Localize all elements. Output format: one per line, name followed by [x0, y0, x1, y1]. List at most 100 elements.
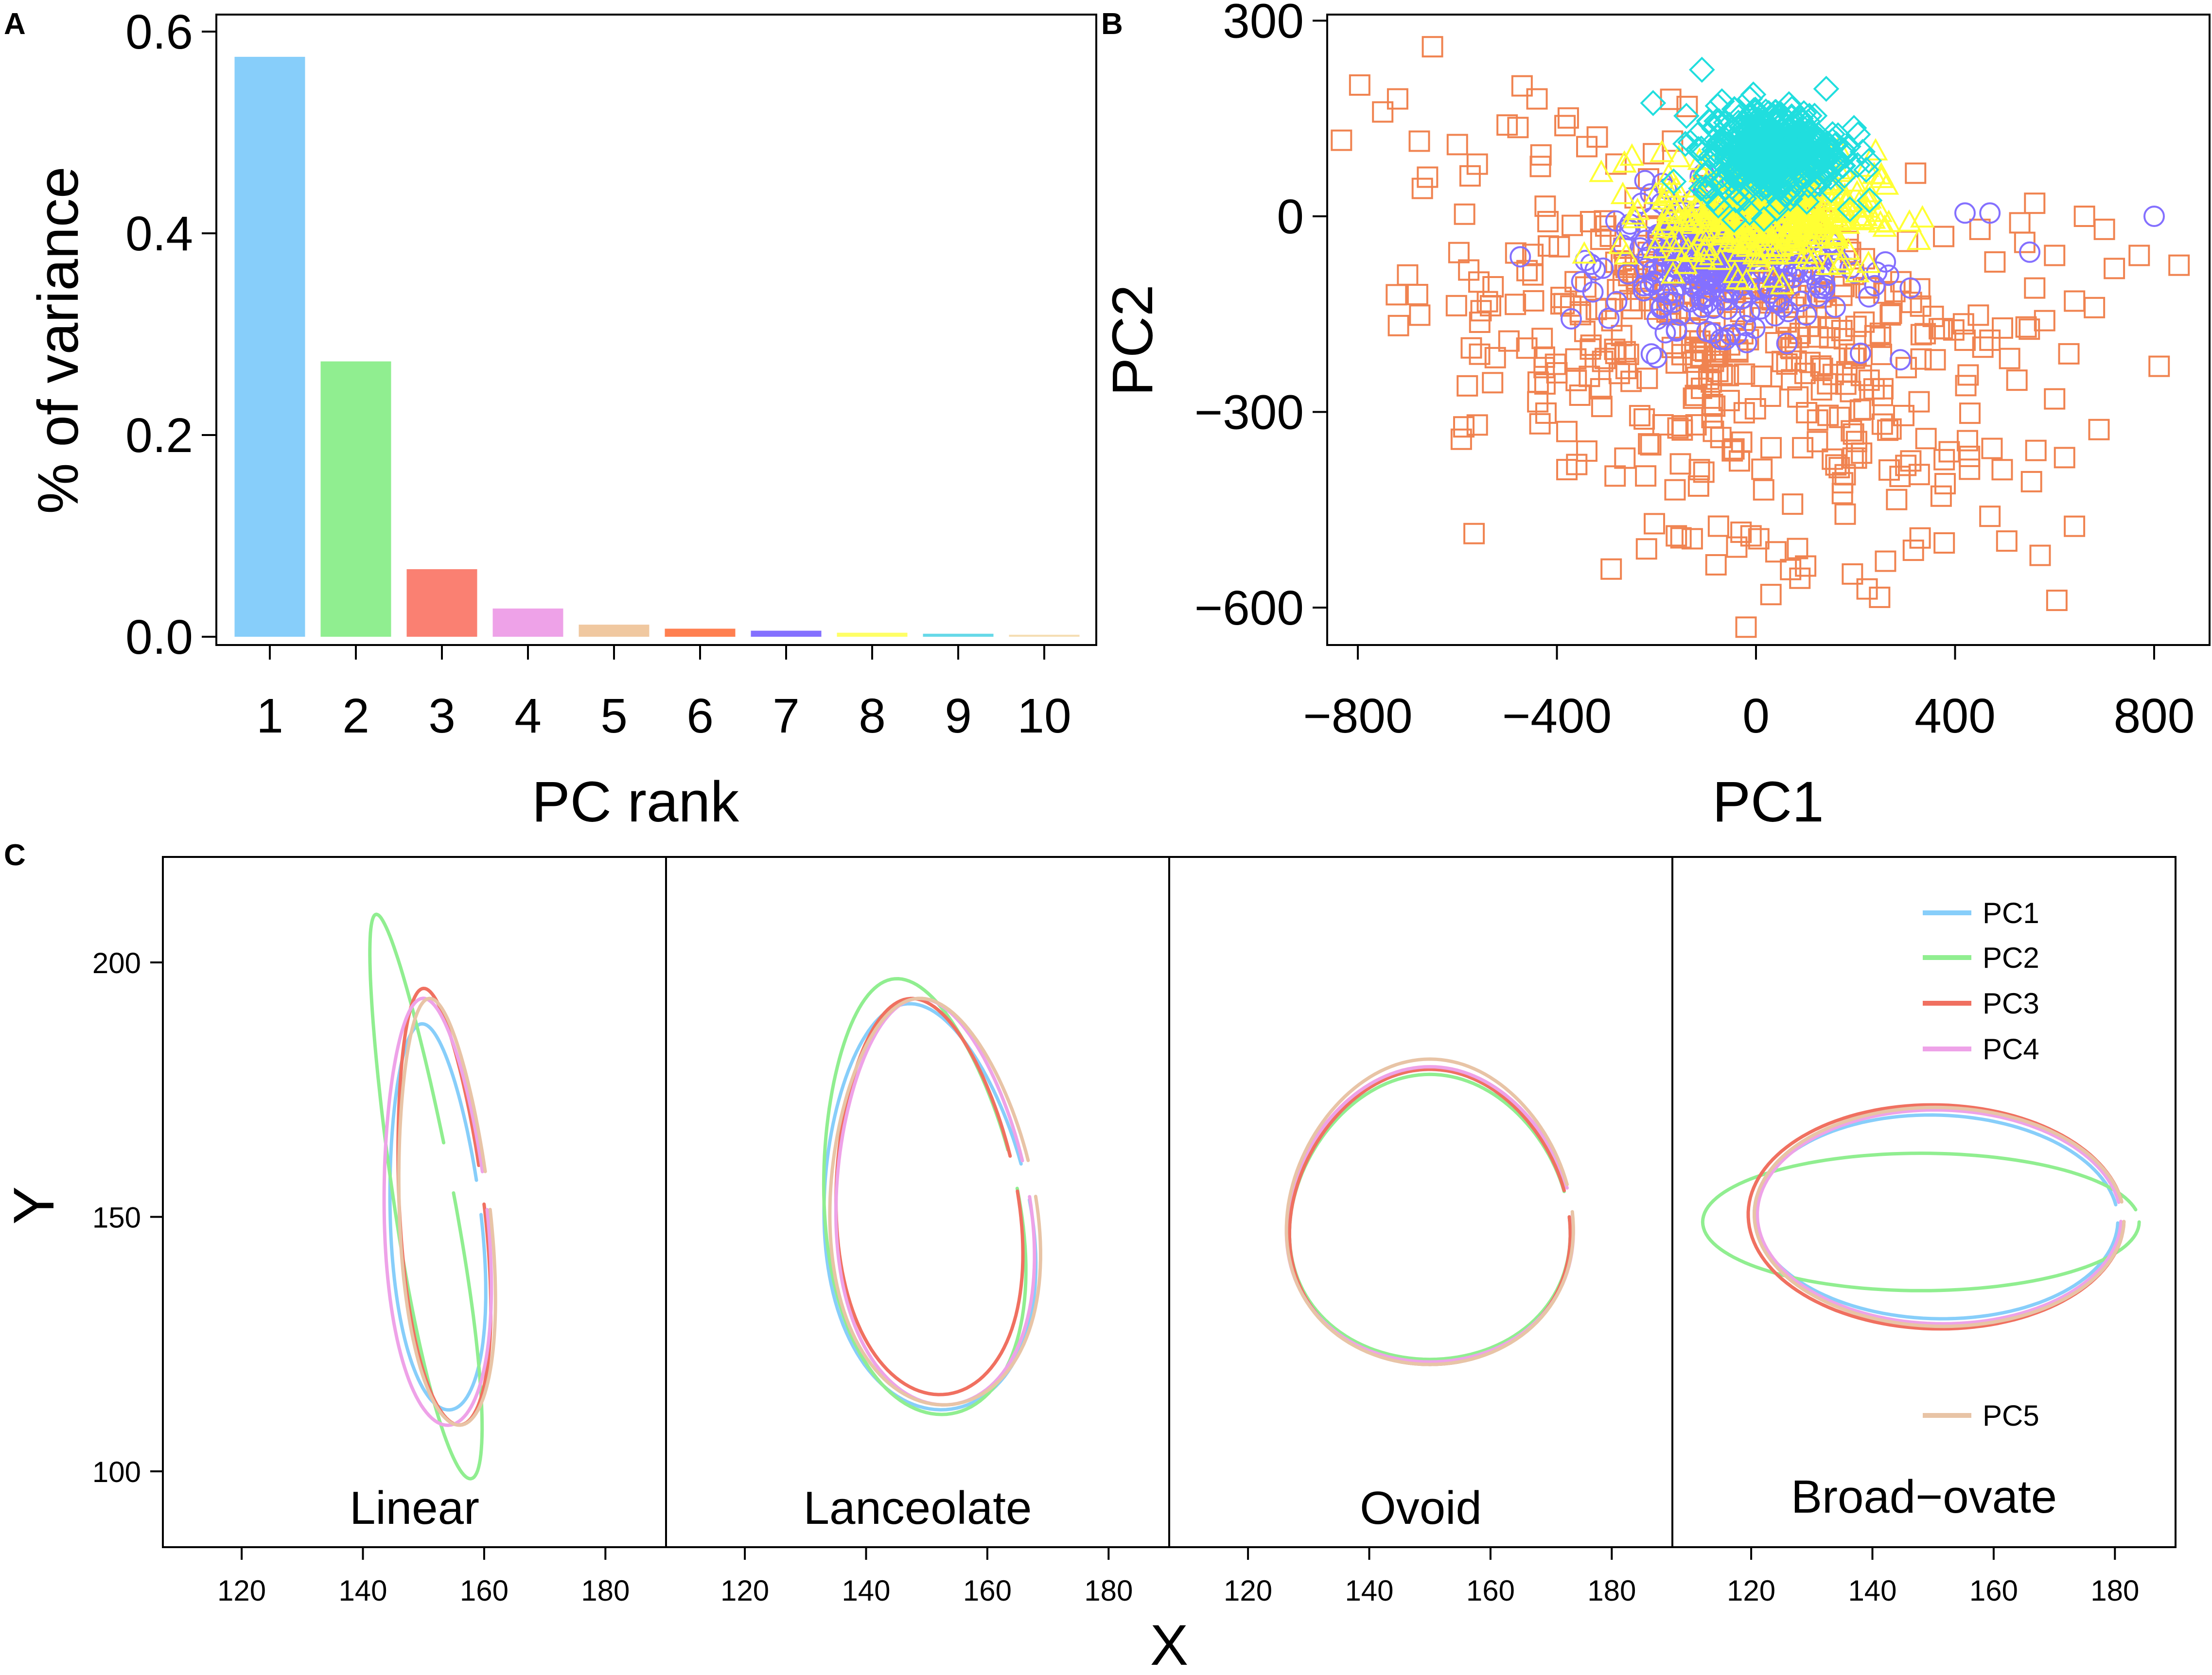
chart-b-point-linear	[1879, 304, 1901, 326]
chart-b-ytick-label: −300	[1194, 385, 1304, 440]
chart-b-point-broad-ovate	[1749, 175, 1775, 202]
chart-b-point-linear	[1534, 195, 1556, 217]
chart-b-point-broad-ovate	[1766, 189, 1793, 216]
chart-b-point-ovoid	[1868, 210, 1893, 233]
chart-b-point-ovoid	[1728, 229, 1753, 252]
chart-b-point-linear	[1792, 437, 1814, 459]
chart-b-point-linear	[1701, 407, 1723, 429]
chart-b-point-linear	[1807, 409, 1828, 431]
chart-b-point-linear	[1924, 349, 1946, 371]
chart-c-panel-label: Lanceolate	[804, 1482, 1032, 1534]
chart-b-point-broad-ovate	[1753, 98, 1779, 125]
chart-b-point-linear	[1600, 558, 1622, 580]
chart-b-point-ovoid	[1667, 227, 1692, 249]
chart-b-point-ovoid	[1677, 200, 1703, 223]
chart-b-point-linear	[1871, 384, 1893, 406]
chart-b-point-linear	[1740, 525, 1762, 547]
chart-b-xtick-label: −800	[1303, 689, 1412, 743]
chart-b-point-linear	[1522, 244, 1544, 265]
chart-b-point-linear	[1387, 88, 1408, 110]
chart-b-point-lanceolate	[1735, 314, 1756, 336]
chart-b-point-linear	[2006, 369, 2028, 391]
chart-b-point-broad-ovate	[1807, 136, 1833, 162]
chart-b-point-linear	[1523, 290, 1545, 312]
chart-b-point-linear	[2088, 419, 2110, 440]
chart-b-point-broad-ovate	[1704, 92, 1731, 119]
chart-b-point-ovoid	[1760, 265, 1786, 288]
chart-b-point-linear	[1387, 314, 1409, 336]
chart-b-point-linear	[1839, 343, 1861, 365]
chart-b-point-linear	[1905, 162, 1927, 184]
chart-b-point-ovoid	[1795, 246, 1820, 269]
chart-b-point-linear	[1576, 440, 1598, 462]
chart-b-point-ovoid	[1816, 184, 1841, 207]
chart-b-point-linear	[1938, 441, 1960, 463]
chart-b-point-linear	[1967, 304, 1989, 326]
chart-c-outline-pc3	[1287, 1067, 1572, 1366]
chart-b-point-broad-ovate	[1772, 151, 1799, 177]
chart-b-point-broad-ovate	[1789, 121, 1816, 147]
chart-b-xtick-label: 400	[1914, 689, 1996, 743]
chart-b-point-ovoid	[1825, 224, 1850, 246]
chart-b-point-linear	[1819, 317, 1841, 339]
chart-b-point-linear	[1507, 117, 1529, 139]
chart-b-point-linear	[1782, 493, 1804, 515]
chart-b-point-linear	[1620, 370, 1642, 392]
chart-b-point-linear	[1592, 350, 1614, 372]
chart-b-xlabel: PC1	[1712, 770, 1824, 834]
chart-c-panel-label: Ovoid	[1360, 1482, 1482, 1534]
chart-b-point-linear	[1933, 532, 1955, 554]
chart-b-points	[1331, 36, 2190, 638]
chart-c-xtick-label: 160	[963, 1574, 1012, 1607]
chart-b-point-broad-ovate	[1721, 207, 1748, 233]
chart-b-ytick-label: −600	[1194, 581, 1304, 635]
chart-b-point-lanceolate	[1693, 287, 1715, 309]
chart-b-point-linear	[2054, 447, 2075, 469]
chart-b-point-linear	[2020, 471, 2042, 492]
chart-b-point-linear	[1580, 210, 1601, 232]
chart-b-point-linear	[2104, 258, 2125, 279]
chart-b-point-ovoid	[1817, 232, 1842, 255]
chart-b-point-linear	[2128, 244, 2150, 266]
chart-b-point-linear	[1996, 530, 2018, 552]
chart-b-point-linear	[1604, 465, 1626, 487]
chart-b-point-linear	[1759, 385, 1781, 407]
chart-c-panel-4: Broad−ovate 120 140 160 180	[1671, 857, 2141, 1607]
chart-c-xtick-label: 180	[1587, 1574, 1636, 1607]
chart-b-point-linear	[1843, 348, 1865, 369]
chart-b-point-lanceolate	[1809, 277, 1831, 299]
chart-b-point-broad-ovate	[1741, 139, 1767, 165]
chart-b-point-linear	[1454, 203, 1475, 225]
chart-c-xtick-label: 180	[1084, 1574, 1133, 1607]
chart-b-point-linear	[1851, 442, 1873, 464]
chart-b-point-lanceolate	[1858, 286, 1880, 308]
chart-b-point-linear	[1554, 115, 1576, 137]
chart-b-point-linear	[2064, 515, 2086, 537]
chart-b-point-linear	[1765, 541, 1787, 563]
chart-b-point-broad-ovate	[1853, 157, 1879, 183]
chart-b-point-ovoid	[1794, 200, 1820, 223]
chart-a-bar-7	[751, 630, 822, 637]
chart-b-point-linear	[1705, 554, 1727, 576]
chart-b-point-linear	[1765, 332, 1787, 354]
chart-b-point-lanceolate	[1689, 275, 1711, 297]
chart-b-point-linear	[1556, 459, 1578, 481]
chart-b-point-linear	[1842, 563, 1863, 585]
chart-b-point-linear	[1445, 295, 1467, 316]
chart-b-point-linear	[1842, 447, 1864, 469]
chart-a-xtick-label: 3	[428, 689, 456, 743]
chart-b-point-broad-ovate	[1803, 129, 1829, 156]
chart-b-point-linear	[1417, 166, 1439, 188]
chart-b-point-ovoid	[1660, 261, 1685, 284]
chart-b-point-linear	[1611, 325, 1633, 347]
chart-b-point-linear	[1406, 284, 1428, 305]
chart-b-point-broad-ovate	[1688, 135, 1715, 162]
chart-b-point-linear	[1665, 352, 1687, 374]
chart-b-point-linear	[1858, 369, 1880, 391]
chart-b-point-linear	[1787, 386, 1809, 408]
chart-b-point-linear	[1638, 433, 1660, 455]
chart-c-legend: PC1 PC2 PC3 PC4 PC5	[1923, 897, 2039, 1432]
chart-b-point-linear	[1710, 427, 1732, 449]
chart-b-point-linear	[1831, 483, 1853, 505]
